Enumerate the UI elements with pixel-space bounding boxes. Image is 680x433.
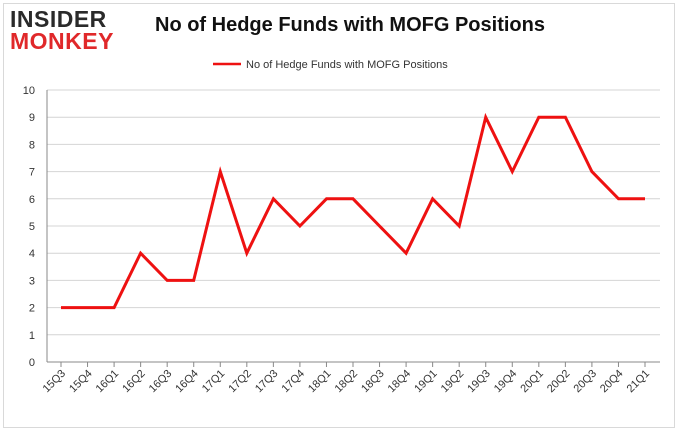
x-tick-label: 20Q4 bbox=[598, 368, 626, 396]
chart-title: No of Hedge Funds with MOFG Positions bbox=[155, 14, 545, 36]
x-tick-label: 15Q3 bbox=[41, 368, 69, 396]
y-tick-label: 8 bbox=[29, 139, 35, 151]
x-tick-label: 16Q1 bbox=[94, 368, 122, 396]
x-tick-label: 20Q2 bbox=[545, 368, 573, 396]
y-tick-label: 4 bbox=[29, 248, 35, 260]
x-tick-label: 18Q3 bbox=[359, 368, 387, 396]
y-tick-label: 7 bbox=[29, 167, 35, 179]
x-tick-label: 16Q2 bbox=[120, 368, 148, 396]
y-tick-label: 3 bbox=[29, 275, 35, 287]
x-tick-label: 18Q2 bbox=[333, 368, 361, 396]
chart-frame bbox=[3, 3, 675, 428]
y-tick-label: 6 bbox=[29, 194, 35, 206]
logo-line-2: MONKEY bbox=[10, 28, 114, 54]
x-tick-label: 20Q1 bbox=[518, 368, 546, 396]
x-tick-label: 21Q1 bbox=[625, 368, 653, 396]
x-tick-label: 20Q3 bbox=[572, 368, 600, 396]
x-tick-label: 18Q4 bbox=[386, 368, 414, 396]
y-tick-label: 0 bbox=[29, 357, 35, 369]
legend-label: No of Hedge Funds with MOFG Positions bbox=[246, 59, 448, 71]
x-tick-label: 17Q4 bbox=[280, 368, 308, 396]
x-tick-label: 17Q3 bbox=[253, 368, 281, 396]
x-tick-label: 16Q4 bbox=[173, 368, 201, 396]
x-tick-label: 17Q1 bbox=[200, 368, 228, 396]
x-tick-label: 19Q3 bbox=[465, 368, 493, 396]
x-tick-label: 15Q4 bbox=[67, 368, 95, 396]
insider-monkey-logo: INSIDER MONKEY bbox=[10, 8, 130, 54]
logo-line-1: INSIDER bbox=[10, 6, 107, 32]
y-tick-label: 10 bbox=[23, 85, 35, 97]
x-tick-label: 19Q2 bbox=[439, 368, 467, 396]
x-tick-label: 17Q2 bbox=[226, 368, 254, 396]
y-tick-label: 9 bbox=[29, 112, 35, 124]
x-tick-label: 18Q1 bbox=[306, 368, 334, 396]
x-tick-label: 16Q3 bbox=[147, 368, 175, 396]
y-tick-label: 2 bbox=[29, 303, 35, 315]
x-tick-label: 19Q1 bbox=[412, 368, 440, 396]
series-line bbox=[61, 112, 645, 310]
x-tick-label: 19Q4 bbox=[492, 368, 520, 396]
y-tick-label: 1 bbox=[29, 330, 35, 342]
y-tick-label: 5 bbox=[29, 221, 35, 233]
